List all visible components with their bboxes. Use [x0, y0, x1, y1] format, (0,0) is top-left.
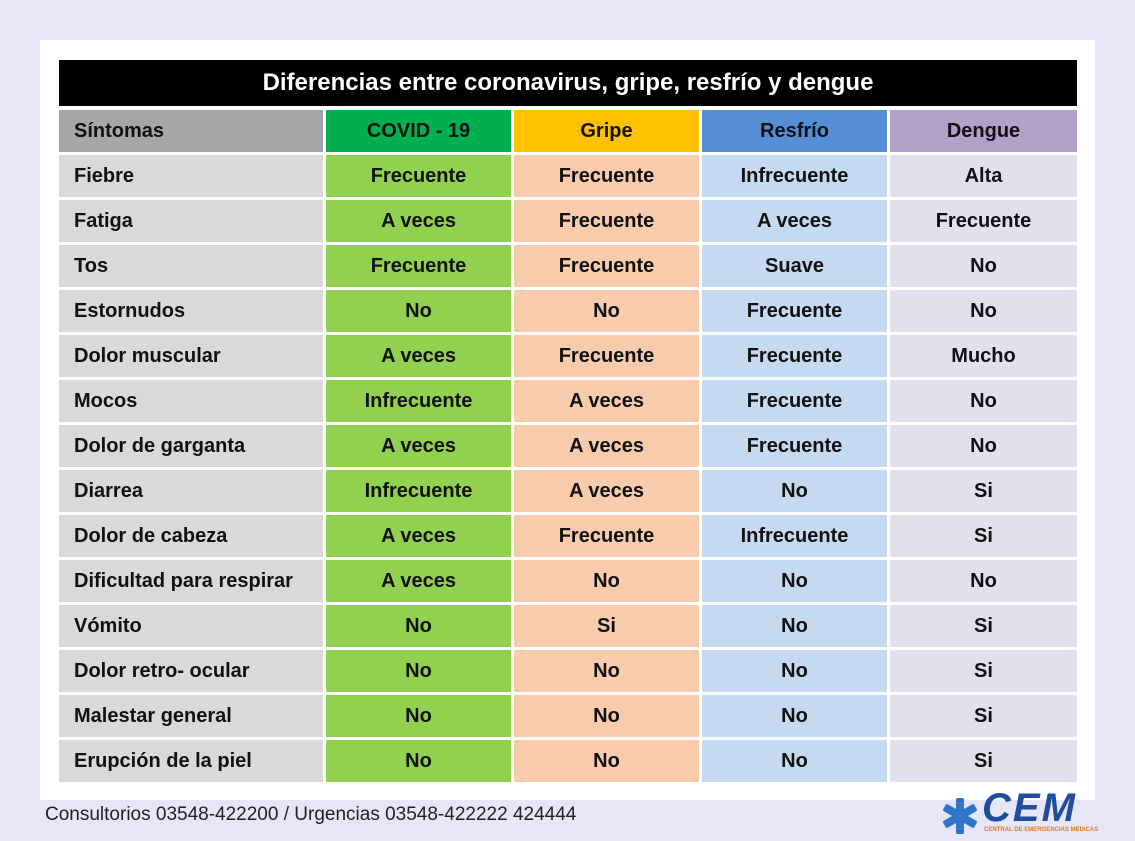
symptom-cell: Dolor de cabeza — [59, 515, 323, 557]
value-cell: A veces — [326, 425, 511, 467]
value-cell: No — [326, 290, 511, 332]
value-cell: Infrecuente — [702, 155, 887, 197]
header-cell: COVID - 19 — [326, 110, 511, 152]
value-cell: No — [702, 650, 887, 692]
value-cell: Frecuente — [514, 155, 699, 197]
table-title: Diferencias entre coronavirus, gripe, re… — [59, 60, 1077, 106]
symptom-cell: Diarrea — [59, 470, 323, 512]
value-cell: Si — [890, 740, 1077, 782]
value-cell: Frecuente — [514, 200, 699, 242]
value-cell: A veces — [514, 470, 699, 512]
value-cell: No — [514, 290, 699, 332]
value-cell: No — [890, 245, 1077, 287]
value-cell: No — [702, 605, 887, 647]
value-cell: No — [890, 380, 1077, 422]
value-cell: Si — [890, 605, 1077, 647]
value-cell: No — [514, 560, 699, 602]
value-cell: Si — [890, 695, 1077, 737]
value-cell: Si — [514, 605, 699, 647]
value-cell: A veces — [326, 335, 511, 377]
value-cell: A veces — [326, 200, 511, 242]
value-cell: No — [514, 695, 699, 737]
symptom-cell: Dolor retro- ocular — [59, 650, 323, 692]
value-cell: Frecuente — [890, 200, 1077, 242]
header-cell: Resfrío — [702, 110, 887, 152]
symptom-cell: Mocos — [59, 380, 323, 422]
value-cell: Frecuente — [702, 290, 887, 332]
value-cell: Frecuente — [514, 515, 699, 557]
symptom-cell: Dolor de garganta — [59, 425, 323, 467]
value-cell: No — [702, 470, 887, 512]
value-cell: Mucho — [890, 335, 1077, 377]
header-cell: Síntomas — [59, 110, 323, 152]
logo: CEM CENTRAL DE EMERGENCIAS MEDICAS — [940, 786, 1098, 838]
logo-tagline: CENTRAL DE EMERGENCIAS MEDICAS — [984, 827, 1099, 833]
symptom-cell: Dificultad para respirar — [59, 560, 323, 602]
value-cell: Infrecuente — [702, 515, 887, 557]
value-cell: Frecuente — [702, 380, 887, 422]
symptom-cell: Tos — [59, 245, 323, 287]
value-cell: Si — [890, 470, 1077, 512]
value-cell: Si — [890, 515, 1077, 557]
value-cell: No — [326, 605, 511, 647]
value-cell: No — [326, 740, 511, 782]
symptom-cell: Vómito — [59, 605, 323, 647]
value-cell: A veces — [326, 560, 511, 602]
value-cell: Frecuente — [514, 335, 699, 377]
value-cell: No — [890, 560, 1077, 602]
value-cell: A veces — [514, 380, 699, 422]
value-cell: No — [702, 560, 887, 602]
value-cell: A veces — [514, 425, 699, 467]
value-cell: No — [890, 290, 1077, 332]
value-cell: No — [702, 695, 887, 737]
value-cell: No — [326, 650, 511, 692]
value-cell: A veces — [702, 200, 887, 242]
value-cell: Frecuente — [514, 245, 699, 287]
symptom-cell: Estornudos — [59, 290, 323, 332]
symptom-cell: Fiebre — [59, 155, 323, 197]
header-cell: Gripe — [514, 110, 699, 152]
logo-star — [943, 798, 977, 834]
value-cell: Suave — [702, 245, 887, 287]
value-cell: No — [326, 695, 511, 737]
symptom-cell: Erupción de la piel — [59, 740, 323, 782]
symptom-cell: Fatiga — [59, 200, 323, 242]
footer-contact: Consultorios 03548-422200 / Urgencias 03… — [45, 804, 577, 825]
value-cell: Alta — [890, 155, 1077, 197]
value-cell: No — [514, 650, 699, 692]
value-cell: Infrecuente — [326, 380, 511, 422]
value-cell: Frecuente — [702, 425, 887, 467]
symptom-cell: Dolor muscular — [59, 335, 323, 377]
comparison-table: Síntomas COVID - 19 Gripe Resfrío Dengue Fieb… — [59, 110, 1077, 782]
value-cell: Frecuente — [326, 245, 511, 287]
value-cell: Frecuente — [326, 155, 511, 197]
header-cell: Dengue — [890, 110, 1077, 152]
value-cell: Frecuente — [702, 335, 887, 377]
value-cell: No — [702, 740, 887, 782]
value-cell: No — [514, 740, 699, 782]
logo-name: CEM — [982, 786, 1077, 830]
value-cell: A veces — [326, 515, 511, 557]
value-cell: Si — [890, 650, 1077, 692]
symptom-cell: Malestar general — [59, 695, 323, 737]
value-cell: No — [890, 425, 1077, 467]
value-cell: Infrecuente — [326, 470, 511, 512]
